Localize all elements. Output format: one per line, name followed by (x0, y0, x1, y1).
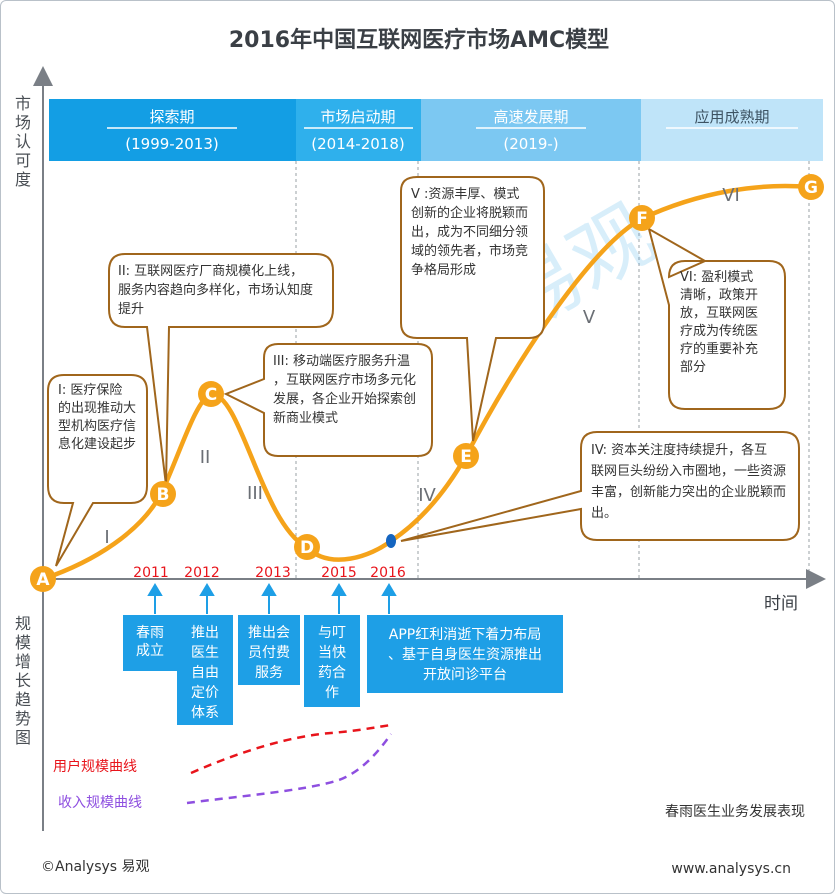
svg-text:2013: 2013 (255, 565, 291, 581)
callout-III: III: 移动端医疗服务升温，互联网医疗市场多元化发展，各企业开始探索创新商业模… (223, 343, 433, 457)
point-G: G (798, 174, 824, 200)
stage-numerals: I II III IV V VI (104, 185, 739, 548)
point-F: F (629, 205, 655, 231)
point-D: D (294, 534, 320, 560)
revenue-scale-curve (186, 733, 393, 805)
svg-text:2011: 2011 (133, 565, 169, 581)
svg-text:推出医生自由定价体系: 推出医生自由定价体系 (191, 625, 219, 721)
phase-band: 探索期 (1999-2013) 市场启动期 (2014-2018) 高速发展期 … (49, 99, 823, 161)
svg-text:I: 医疗保险的出现推动大型机构医疗信息化建设起步: I: 医疗保险的出现推动大型机构医疗信息化建设起步 (58, 383, 136, 452)
phase-1-name: 探索期 (149, 108, 194, 126)
callout-I: I: 医疗保险的出现推动大型机构医疗信息化建设起步 (47, 374, 148, 567)
legend-user: 用户规模曲线 (53, 758, 137, 775)
callout-VI: VI: 盈利模式清晰，政策开放，互联网医疗成为传统医疗的重要补充部分 (647, 226, 786, 410)
event-box-5 (367, 615, 563, 693)
user-scale-curve (190, 723, 392, 775)
svg-text:VI: VI (722, 185, 740, 206)
svg-text:规模增长趋势图: 规模增长趋势图 (15, 614, 31, 747)
website: www.analysys.cn (671, 861, 791, 877)
year-labels: 2011 2012 2013 2015 2016 (133, 565, 406, 581)
phase-band-3 (421, 99, 641, 161)
phase-band-1 (49, 99, 296, 161)
footnote: 春雨医生业务发展表现 (665, 804, 805, 820)
callout-V: V :资源丰厚、模式创新的企业将脱颖而出，成为不同细分领域的领先者，市场竞争格局… (400, 176, 545, 442)
event-box-3 (238, 615, 300, 685)
point-E: E (453, 443, 479, 469)
phase-3-name: 高速发展期 (493, 108, 568, 126)
svg-text:APP红利消逝下着力布局、基于自身医生资源推出开放问诊平台: APP红利消逝下着力布局、基于自身医生资源推出开放问诊平台 (388, 627, 542, 683)
svg-text:II: II (200, 447, 211, 468)
svg-text:春雨成立: 春雨成立 (136, 625, 164, 659)
svg-text:市场认可度: 市场认可度 (15, 94, 31, 189)
phase-4-name: 应用成熟期 (694, 108, 769, 126)
svg-text:2015: 2015 (321, 565, 357, 581)
svg-text:I: I (104, 527, 109, 548)
phase-2-name: 市场启动期 (320, 108, 395, 126)
svg-text:III: III (247, 483, 263, 504)
point-B: B (150, 481, 176, 507)
svg-text:II: 互联网医疗厂商规模化上线，服务内容趋向多样化，市场认: II: 互联网医疗厂商规模化上线，服务内容趋向多样化，市场认知度提升 (118, 264, 313, 317)
event-box-1 (123, 615, 177, 671)
phase-band-2 (296, 99, 421, 161)
svg-text:IV: 资本关注度持续提升，各互联网巨头纷纷入市圈地，一些资: IV: 资本关注度持续提升，各互联网巨头纷纷入市圈地，一些资源丰富，创新能力突出… (591, 442, 786, 521)
phase-3-years: (2019-) (503, 135, 558, 153)
phase-band-4 (641, 99, 823, 161)
svg-text:推出会员付费服务: 推出会员付费服务 (248, 625, 290, 681)
phase-1-years: (1999-2013) (125, 135, 218, 153)
point-2016-marker (386, 534, 396, 548)
svg-text:V :资源丰厚、模式创新的企业将脱颖而出，成为不同细分领域的: V :资源丰厚、模式创新的企业将脱颖而出，成为不同细分领域的领先者，市场竞争格局… (411, 187, 528, 278)
svg-text:III: 移动端医疗服务升温，互联网医疗市场多元化发展，各企: III: 移动端医疗服务升温，互联网医疗市场多元化发展，各企业开始探索创新商业模… (273, 353, 416, 426)
curve-points: A B C D E F G (30, 174, 824, 592)
svg-text:2012: 2012 (184, 565, 220, 581)
event-arrows (147, 583, 397, 614)
svg-text:F: F (636, 209, 648, 229)
svg-text:V: V (583, 307, 596, 328)
svg-text:E: E (460, 447, 472, 467)
point-C: C (198, 381, 224, 407)
svg-text:A: A (36, 570, 50, 590)
page-title: 2016年中国互联网医疗市场AMC模型 (229, 27, 609, 53)
callout-IV: IV: 资本关注度持续提升，各互联网巨头纷纷入市圈地，一些资源丰富，创新能力突出… (400, 431, 800, 542)
legend-revenue: 收入规模曲线 (58, 795, 142, 811)
y-axis-label-bottom: 规模增长趋势图 (15, 614, 31, 747)
svg-text:VI: 盈利模式清晰，政策开放，互联网医疗成为传统医疗的重要: VI: 盈利模式清晰，政策开放，互联网医疗成为传统医疗的重要补充部分 (680, 270, 758, 375)
event-boxes: 春雨成立 推出医生自由定价体系 推出会员付费服务 与叮当快药合作 APP红利消逝… (123, 615, 563, 725)
y-axis-label-top: 市场认可度 (15, 94, 31, 189)
svg-text:G: G (804, 178, 818, 198)
x-axis-label: 时间 (764, 594, 798, 614)
svg-text:B: B (157, 485, 170, 505)
event-box-2 (177, 615, 233, 725)
svg-text:IV: IV (418, 485, 436, 506)
svg-text:2016: 2016 (370, 565, 406, 581)
svg-text:与叮当快药合作: 与叮当快药合作 (318, 625, 346, 701)
svg-text:D: D (300, 538, 314, 558)
phase-2-years: (2014-2018) (311, 135, 404, 153)
svg-text:C: C (205, 385, 217, 405)
event-box-4 (304, 615, 360, 707)
copyright: ©Analysys 易观 (41, 859, 150, 875)
callout-II: II: 互联网医疗厂商规模化上线，服务内容趋向多样化，市场认知度提升 (108, 253, 334, 486)
point-A: A (30, 566, 56, 592)
